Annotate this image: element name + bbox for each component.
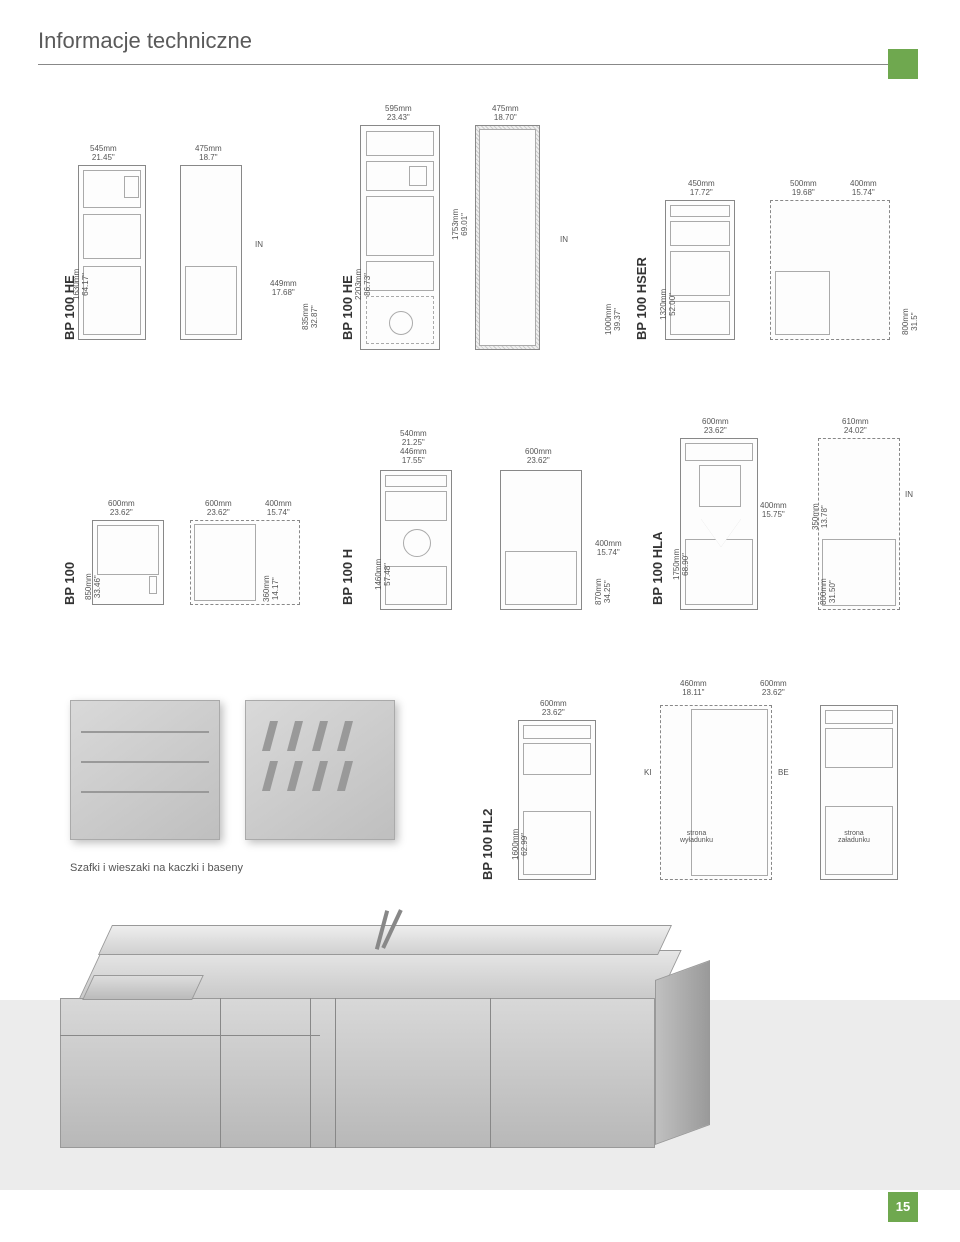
dim-800b: 800mm31.50": [820, 578, 838, 605]
page-number: 15: [888, 1192, 918, 1222]
dim-1000: 1000mm39.37": [605, 304, 623, 335]
dim-360: 360mm14.17": [263, 575, 281, 602]
dim-400-d: 400mm15.75": [760, 502, 787, 520]
drawing-hl2-side: [660, 705, 772, 880]
dim-475-a: 475mm18.7": [195, 145, 222, 163]
dim-800: 800mm31.5": [902, 308, 920, 335]
model-bp100he-2: BP 100 HE: [340, 275, 355, 340]
note-strona-wy: strona wyładunku: [680, 830, 713, 844]
drawing-bp100h-side: [500, 470, 582, 610]
dim-610: 610mm24.02": [842, 418, 869, 436]
dim-1750: 1750mm68.90": [673, 549, 691, 580]
header-accent-square: [888, 49, 918, 79]
dim-540: 540mm21.25": [400, 430, 427, 448]
dim-500: 500mm19.68": [790, 180, 817, 198]
dim-350: 350mm13.78": [812, 503, 830, 530]
page-title: Informacje techniczne: [38, 28, 252, 54]
in-label-1: IN: [255, 240, 263, 249]
dim-400-a: 400mm15.74": [850, 180, 877, 198]
dim-545: 545mm21.45": [90, 145, 117, 163]
dim-1460: 1460mm57.48": [375, 559, 393, 590]
dim-600-d: 600mm23.62": [702, 418, 729, 436]
dim-600-b: 600mm23.62": [205, 500, 232, 518]
drawing-hl2-back: [820, 705, 898, 880]
dim-400-b: 400mm15.74": [265, 500, 292, 518]
photo-rack-1: [70, 700, 220, 840]
dim-870: 870mm34.25": [595, 578, 613, 605]
dim-600-c: 600mm23.62": [525, 448, 552, 466]
dim-1320: 1320mm52.00": [660, 289, 678, 320]
photo-rack-2: [245, 700, 395, 840]
dim-475-b: 475mm18.70": [492, 105, 519, 123]
dim-2203: 2203mm86.73": [355, 269, 373, 300]
model-bp100hser: BP 100 HSER: [634, 257, 649, 340]
drawing-bp100he2-front: [360, 125, 440, 350]
drawing-bp100-front: [92, 520, 164, 605]
in-label-3: IN: [905, 490, 913, 499]
drawing-bp100he-side: [180, 165, 242, 340]
dim-1753: 1753mm69.01": [452, 209, 470, 240]
drawing-hla-front: [680, 438, 758, 610]
drawing-bp100he-front: [78, 165, 146, 340]
dim-595: 595mm23.43": [385, 105, 412, 123]
dim-600-e: 600mm23.62": [540, 700, 567, 718]
model-bp100: BP 100: [62, 562, 77, 605]
drawing-hser-side: [770, 200, 890, 340]
drawing-bp100-side: [190, 520, 300, 605]
dim-1630: 1630mm64.17": [73, 269, 91, 300]
note-strona-za: strona załadunku: [838, 830, 870, 844]
dim-600-f: 600mm23.62": [760, 680, 787, 698]
model-bp100hla: BP 100 HLA: [650, 532, 665, 605]
drawing-hl2-front: [518, 720, 596, 880]
dim-850: 850mm33.46": [85, 573, 103, 600]
model-bp100h: BP 100 H: [340, 549, 355, 605]
caption-racks: Szafki i wieszaki na kaczki i baseny: [70, 862, 243, 874]
model-bp100hl2: BP 100 HL2: [480, 809, 495, 880]
dim-446: 446mm17.55": [400, 448, 427, 466]
dim-1600: 1600mm62.99": [512, 829, 530, 860]
ki-label: KI: [644, 768, 652, 777]
dim-449: 449mm17.68": [270, 280, 297, 298]
header-rule: [38, 64, 918, 65]
dim-450: 450mm17.72": [688, 180, 715, 198]
dim-600-a: 600mm23.62": [108, 500, 135, 518]
dim-460: 460mm18.11": [680, 680, 707, 698]
be-label: BE: [778, 768, 789, 777]
dim-400-c: 400mm15.74": [595, 540, 622, 558]
counter-photo: [50, 920, 730, 1170]
drawing-bp100he2-side: [475, 125, 540, 350]
dim-835: 835mm32.87": [302, 303, 320, 330]
in-label-2: IN: [560, 235, 568, 244]
